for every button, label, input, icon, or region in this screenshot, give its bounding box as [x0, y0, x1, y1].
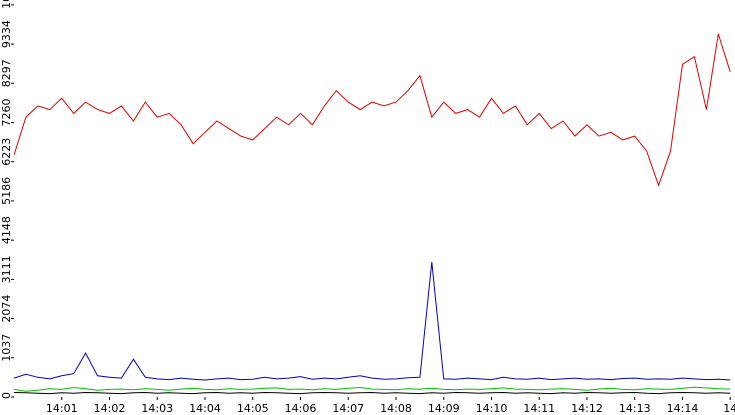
x-tick-label: 14:05	[237, 402, 269, 415]
x-tick-label: 14:08	[380, 402, 412, 415]
y-tick-label: 1037	[0, 334, 13, 362]
x-tick-label: 14:06	[285, 402, 317, 415]
x-tick-label: 14:12	[571, 402, 603, 415]
x-tick-label: 14:04	[189, 402, 221, 415]
y-tick-label: 0	[0, 392, 13, 399]
x-tick-label: 14:03	[141, 402, 173, 415]
y-tick-label: 7260	[0, 99, 13, 127]
y-tick-label: 9334	[0, 20, 13, 48]
y-tick-label: 3111	[0, 255, 13, 283]
x-tick-label: 14:14	[667, 402, 699, 415]
y-tick-label: 6223	[0, 138, 13, 166]
x-tick-label: 14:01	[46, 402, 78, 415]
x-tick-label: 14:07	[332, 402, 364, 415]
series-line	[14, 386, 731, 392]
y-tick-label: 8297	[0, 59, 13, 87]
y-tick-label: 5186	[0, 177, 13, 205]
x-tick-label: 14	[723, 402, 735, 415]
x-tick-label: 14:10	[476, 402, 508, 415]
series-line	[14, 391, 731, 395]
series-line	[14, 261, 731, 381]
y-tick-label: 2074	[0, 295, 13, 323]
series-line	[14, 33, 731, 187]
x-tick-label: 14:09	[428, 402, 460, 415]
x-tick-label: 14:11	[523, 402, 555, 415]
x-tick-label: 14:02	[94, 402, 126, 415]
plot	[14, 33, 731, 395]
x-tick-label: 14:13	[619, 402, 651, 415]
y-tick-label: 4148	[0, 216, 13, 244]
